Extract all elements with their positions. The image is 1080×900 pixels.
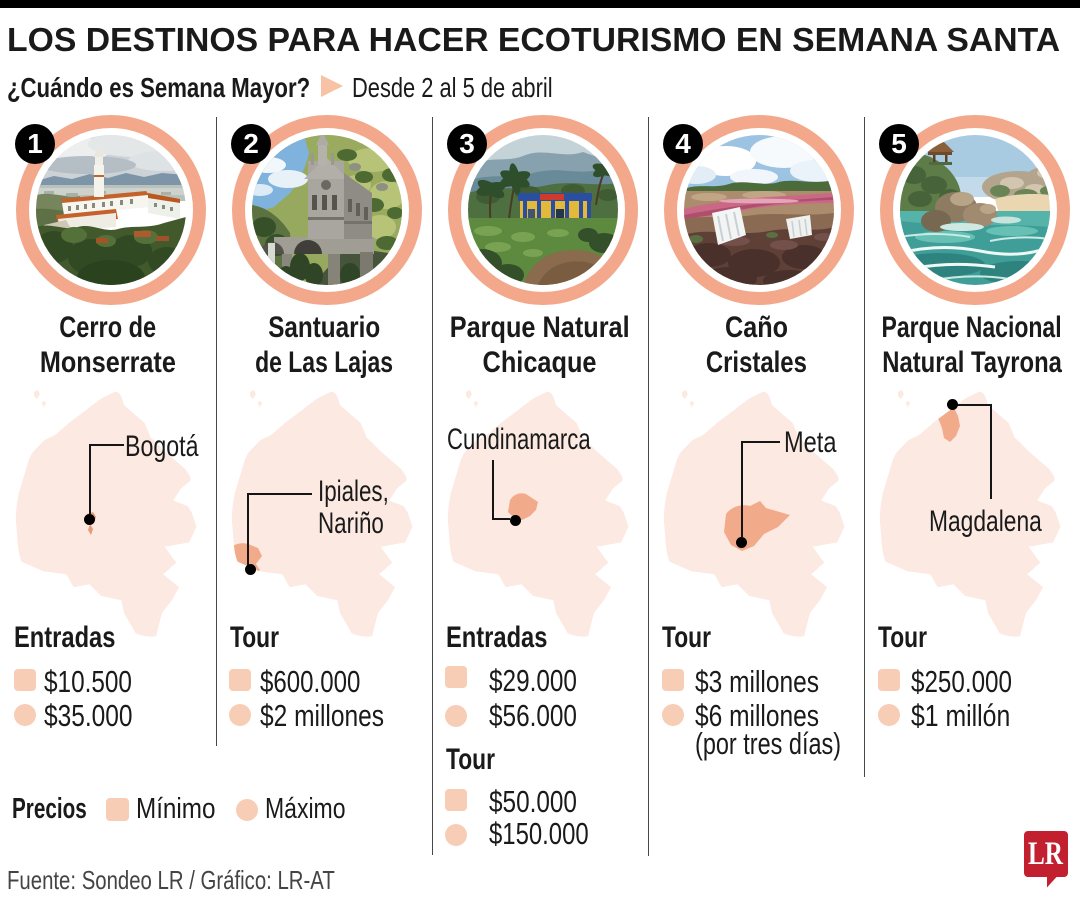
svg-text:LR: LR	[1028, 836, 1064, 872]
